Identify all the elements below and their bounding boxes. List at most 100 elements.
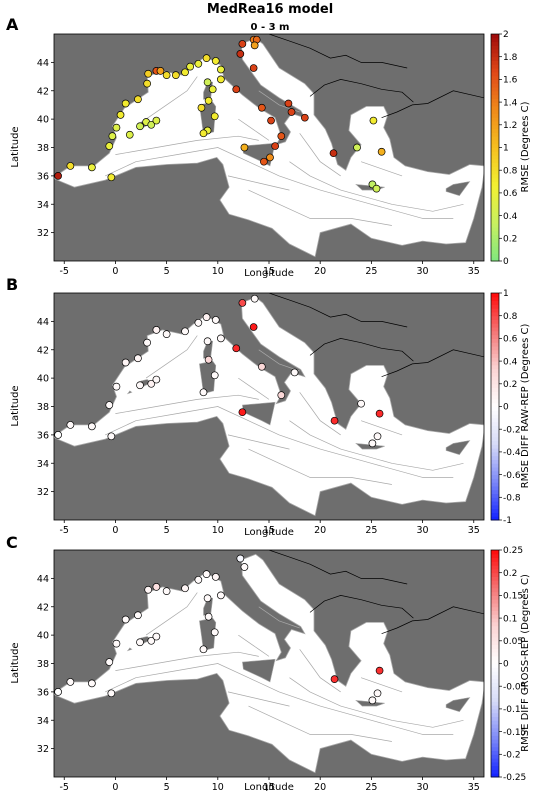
colorbar-segment	[491, 330, 499, 336]
colorbar-segment	[491, 727, 499, 733]
colorbar-tick-label: -0.15	[503, 728, 526, 738]
station-point	[156, 67, 165, 75]
island	[445, 697, 471, 713]
bathymetry-contour	[299, 133, 341, 177]
colorbar-segment	[491, 742, 499, 748]
station-point	[199, 129, 208, 138]
colorbar-segment	[491, 170, 499, 175]
y-tick-label: 40	[37, 374, 49, 385]
colorbar-tick-label: -1	[503, 516, 512, 526]
colorbar-segment	[491, 610, 499, 615]
colorbar-segment	[491, 311, 499, 317]
station-point	[162, 330, 171, 338]
colorbar-segment	[491, 561, 499, 566]
station-point	[204, 612, 213, 621]
colorbar-segment	[491, 599, 499, 604]
colorbar-segment	[491, 489, 499, 495]
station-point	[373, 432, 382, 441]
colorbar-segment	[491, 395, 499, 400]
colorbar-segment	[491, 467, 499, 472]
station-point	[203, 337, 212, 346]
station-point	[284, 99, 293, 108]
colorbar-segment	[491, 376, 499, 381]
colorbar-tick-label: 1.2	[503, 121, 517, 131]
x-tick-label: 10	[212, 782, 224, 791]
map-background	[53, 549, 485, 778]
y-ticks: 32 34 36 38 40 42 44	[37, 58, 54, 239]
border-line	[381, 90, 484, 119]
station-point	[250, 41, 259, 50]
x-tick-label: 35	[468, 782, 480, 791]
station-point	[236, 50, 245, 58]
station-point	[204, 355, 213, 364]
colorbar-segment	[491, 455, 499, 460]
station-point	[369, 116, 378, 125]
y-tick-label: 32	[37, 744, 49, 755]
colorbar-segment	[491, 557, 499, 562]
colorbar-segment	[491, 41, 499, 46]
colorbar-segment	[491, 708, 499, 714]
colorbar-segment	[491, 196, 499, 201]
x-tick-label: 5	[164, 525, 170, 536]
colorbar-segment	[491, 746, 499, 752]
colorbar-tick-label: 1.4	[503, 98, 518, 108]
station-point	[249, 323, 258, 331]
bathymetry-contour	[227, 691, 290, 707]
x-tick-label: 25	[365, 782, 377, 791]
station-point	[107, 432, 116, 441]
station-point	[232, 85, 241, 94]
border-line	[309, 79, 414, 103]
colorbar-segment	[491, 34, 499, 39]
colorbar-segment	[491, 185, 499, 190]
colorbar-segment	[491, 52, 499, 58]
colorbar-segment	[491, 448, 499, 453]
y-tick-label: 38	[37, 659, 49, 670]
station-point	[217, 334, 225, 343]
colorbar-tick-label: 0.15	[503, 592, 523, 602]
bathymetry-contour	[258, 349, 300, 372]
station-point	[116, 111, 125, 119]
colorbar-segment	[491, 98, 499, 103]
colorbar-segment	[491, 334, 499, 339]
station-point	[108, 132, 117, 140]
colorbar-segment	[491, 372, 499, 377]
station-point	[210, 628, 219, 637]
x-tick-label: 0	[112, 525, 118, 536]
colorbar-segment	[491, 693, 499, 699]
colorbar-tick-label: -0.2	[503, 425, 521, 435]
y-tick-label: 38	[37, 143, 49, 154]
station-point	[238, 299, 247, 307]
colorbar-segment	[491, 242, 499, 247]
colorbar-segment	[491, 83, 499, 88]
station-point	[181, 327, 189, 336]
station-point	[88, 679, 96, 688]
station-point	[271, 142, 279, 150]
colorbar-segment	[491, 368, 499, 373]
border-line	[381, 606, 484, 635]
colorbar-segment	[491, 633, 499, 638]
colorbar-tick-label: 1.6	[503, 76, 518, 86]
bathymetry-contour	[105, 663, 454, 735]
colorbar-segment	[491, 584, 499, 589]
station-point	[152, 375, 161, 384]
station-point	[372, 184, 381, 193]
colorbar-segment	[491, 338, 499, 343]
colorbar-segment	[491, 257, 499, 262]
colorbar-segment	[491, 682, 499, 687]
island	[199, 617, 217, 652]
x-ticks: -5 0 5 10 15 20 25 30 35	[59, 777, 480, 791]
station-point	[250, 294, 259, 303]
colorbar-segment	[491, 342, 499, 347]
station-point	[143, 338, 152, 347]
station-point	[144, 585, 153, 594]
colorbar-segment	[491, 151, 499, 156]
station-point	[112, 123, 121, 132]
station-point	[194, 318, 203, 327]
y-tick-label: 36	[37, 430, 49, 441]
colorbar-segment	[491, 219, 499, 224]
station-point	[257, 103, 266, 112]
colorbar-segment	[491, 200, 499, 205]
station-point	[162, 587, 171, 595]
station-point	[54, 172, 62, 180]
colorbar-segment	[491, 189, 499, 194]
